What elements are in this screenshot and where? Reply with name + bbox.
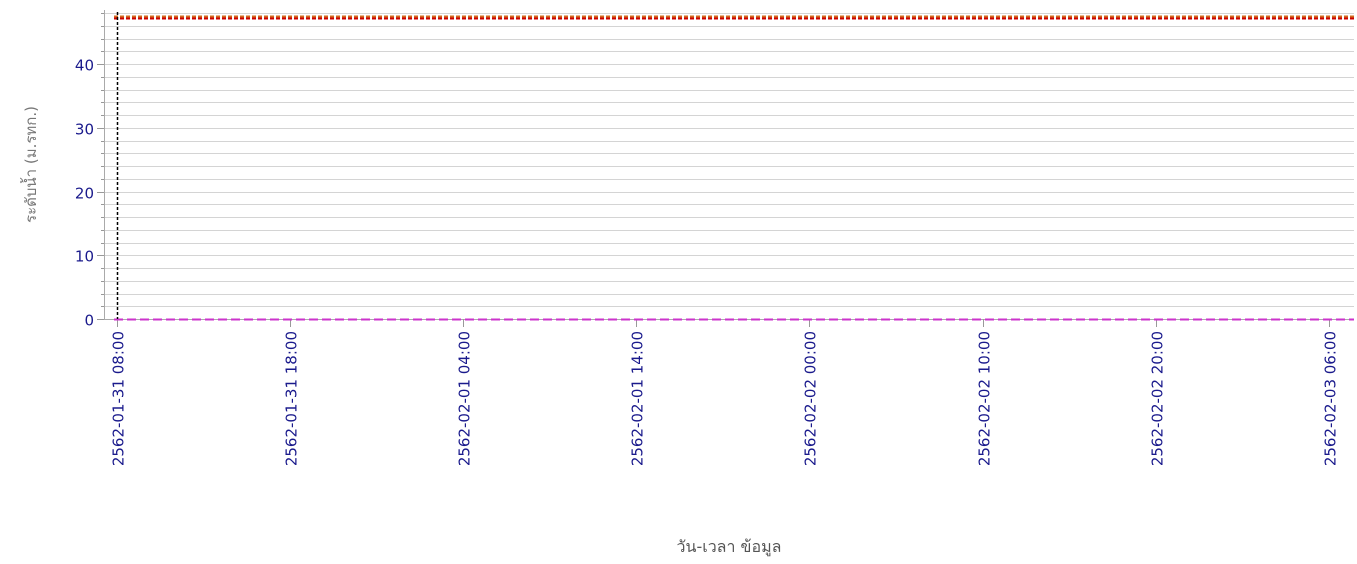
x-tick-label: 2562-01-31 18:00	[283, 331, 301, 466]
x-tick-label: 2562-02-01 04:00	[456, 331, 474, 466]
x-axis-title: วัน-เวลา ข้อมูล	[677, 537, 782, 557]
x-tick-label: 2562-02-03 06:00	[1322, 331, 1340, 466]
x-tick-label: 2562-02-02 20:00	[1149, 331, 1167, 466]
y-tick-label: 30	[75, 121, 94, 139]
y-tick-label: 20	[75, 185, 94, 203]
y-tick-label: 0	[84, 312, 94, 330]
x-tick-label: 2562-01-31 08:00	[110, 331, 128, 466]
x-tick-label: 2562-02-02 10:00	[976, 331, 994, 466]
x-tick-label: 2562-02-02 00:00	[802, 331, 820, 466]
y-axis-title: ระดับน้ำ (ม.รทก.)	[20, 106, 40, 223]
y-tick-label: 40	[75, 57, 94, 75]
x-tick-label: 2562-02-01 14:00	[629, 331, 647, 466]
y-tick-label: 10	[75, 248, 94, 266]
